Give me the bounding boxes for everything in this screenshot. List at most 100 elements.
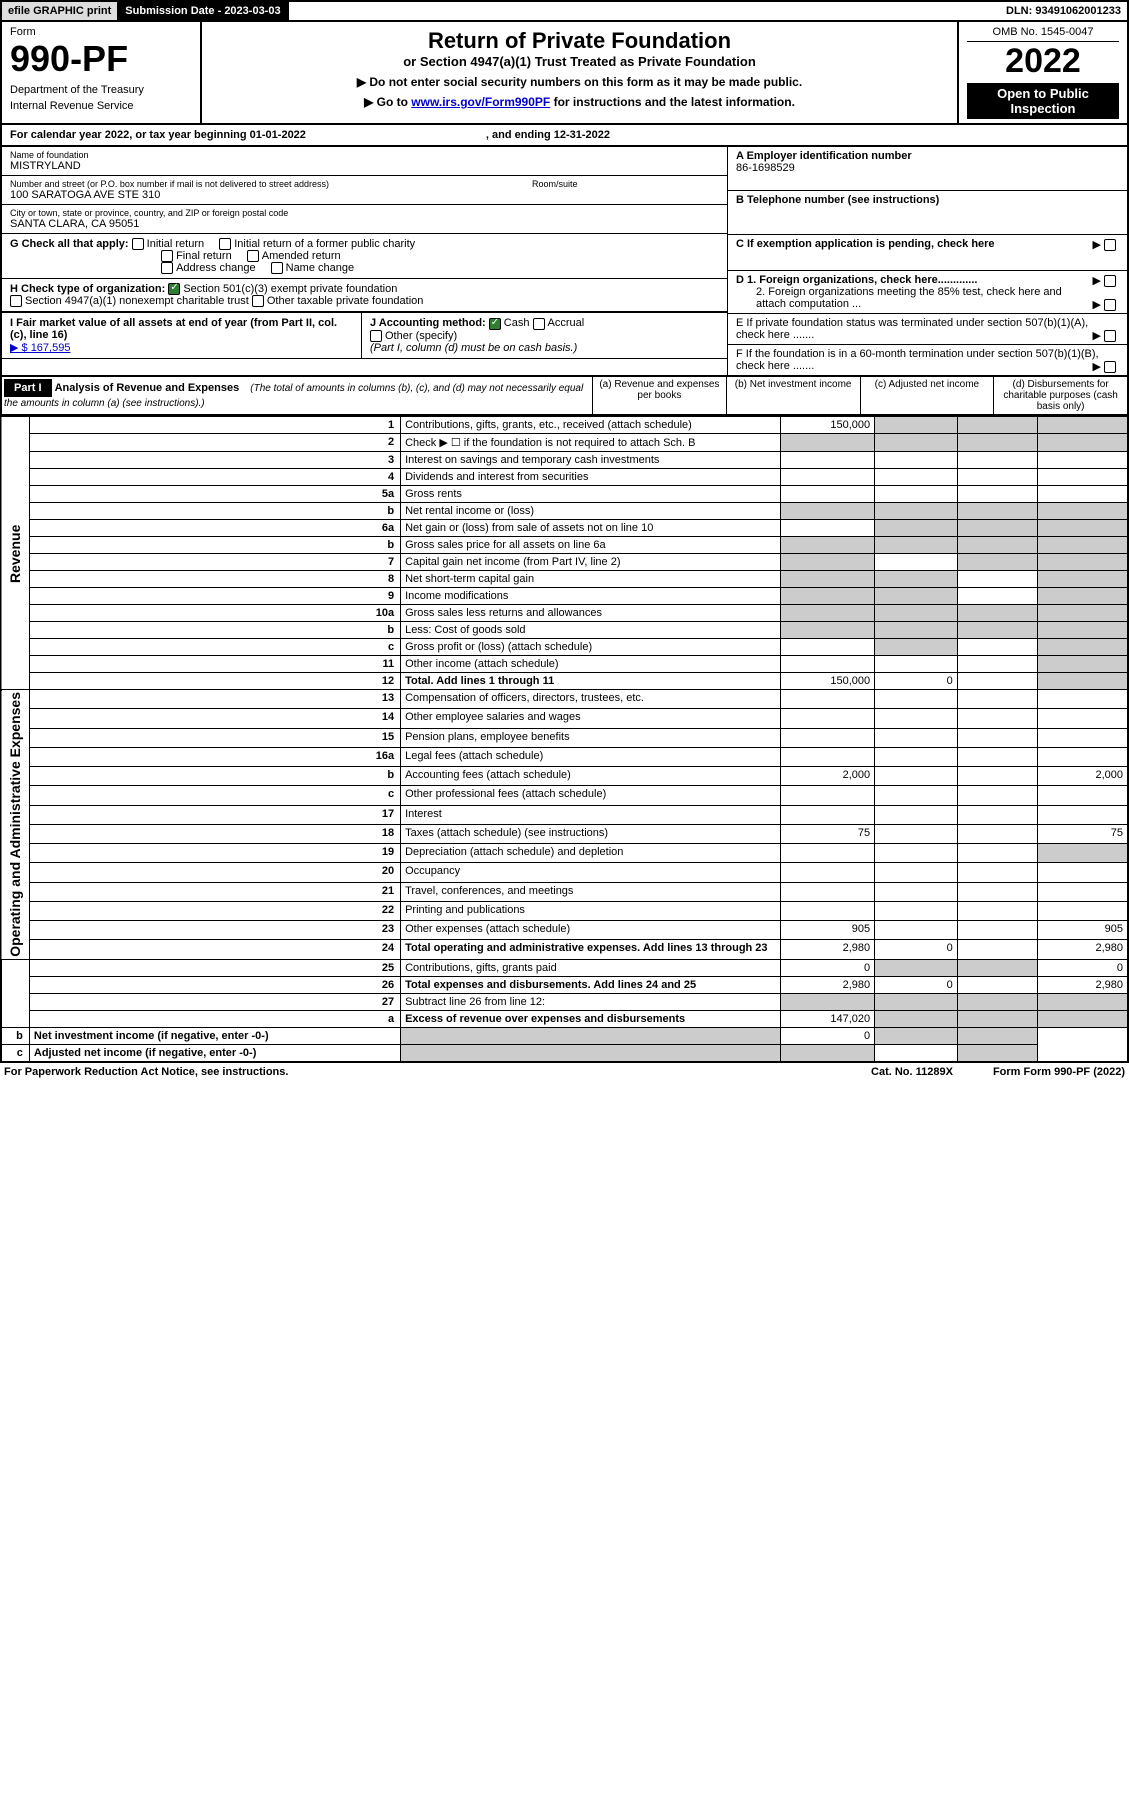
cell-value (780, 747, 875, 766)
room-label: Room/suite (532, 179, 578, 189)
cell-value (780, 554, 875, 571)
efile-label[interactable]: efile GRAPHIC print (2, 2, 119, 20)
j-cash[interactable]: Cash (489, 317, 530, 329)
f-checkbox[interactable] (1104, 361, 1116, 373)
cell-value (1038, 993, 1128, 1010)
g-name[interactable]: Name change (271, 262, 355, 274)
cell-value (401, 1044, 780, 1062)
h-501[interactable]: Section 501(c)(3) exempt private foundat… (168, 283, 397, 295)
cell-value (1038, 486, 1128, 503)
j-cell: J Accounting method: Cash Accrual Other … (362, 313, 727, 358)
blank-side (1, 959, 29, 1027)
table-row: 15Pension plans, employee benefits (1, 728, 1128, 747)
cell-value (780, 656, 875, 673)
table-row: 14Other employee salaries and wages (1, 709, 1128, 728)
irs: Internal Revenue Service (10, 100, 192, 112)
d1-checkbox[interactable] (1104, 275, 1116, 287)
i-value[interactable]: ▶ $ 167,595 (10, 342, 70, 354)
c-checkbox[interactable] (1104, 239, 1116, 251)
row-number: 26 (29, 976, 400, 993)
j-accrual[interactable]: Accrual (533, 317, 585, 329)
city: SANTA CLARA, CA 95051 (10, 218, 719, 230)
table-row: 4Dividends and interest from securities (1, 469, 1128, 486)
cell-value: 2,980 (1038, 976, 1128, 993)
cell-value (780, 709, 875, 728)
row-number: 22 (29, 901, 400, 920)
cell-value (957, 503, 1037, 520)
row-number: 27 (29, 993, 400, 1010)
row-number: b (29, 767, 400, 786)
g-final[interactable]: Final return (161, 250, 232, 262)
cell-value (780, 639, 875, 656)
h-4947[interactable]: Section 4947(a)(1) nonexempt charitable … (10, 295, 249, 307)
calendar-end: , and ending 12-31-2022 (486, 129, 610, 141)
cell-value (957, 767, 1037, 786)
h-other[interactable]: Other taxable private foundation (252, 295, 424, 307)
table-row: 2Check ▶ ☐ if the foundation is not requ… (1, 434, 1128, 452)
cell-value (957, 882, 1037, 901)
cell-value (875, 863, 958, 882)
cell-value (875, 824, 958, 843)
cell-value (957, 520, 1037, 537)
cell-value (1038, 605, 1128, 622)
cell-value (780, 571, 875, 588)
g-initial[interactable]: Initial return (132, 238, 204, 250)
row-number: 21 (29, 882, 400, 901)
cell-value (957, 588, 1037, 605)
form-label: Form (10, 26, 192, 38)
row-description: Excess of revenue over expenses and disb… (401, 1010, 780, 1027)
submission-date: Submission Date - 2023-03-03 (119, 2, 288, 20)
row-description: Subtract line 26 from line 12: (401, 993, 780, 1010)
cell-value (1038, 503, 1128, 520)
table-row: 6aNet gain or (loss) from sale of assets… (1, 520, 1128, 537)
row-number: 12 (29, 673, 400, 690)
row-description: Contributions, gifts, grants, etc., rece… (401, 417, 780, 434)
cell-value (875, 622, 958, 639)
row-number: c (29, 639, 400, 656)
cell-value (1038, 434, 1128, 452)
row-number: 19 (29, 844, 400, 863)
j-note: (Part I, column (d) must be on cash basi… (370, 342, 577, 354)
cell-value (875, 786, 958, 805)
cell-value (957, 844, 1037, 863)
cell-value (875, 844, 958, 863)
row-number: 20 (29, 863, 400, 882)
cell-value: 150,000 (780, 673, 875, 690)
g-amended[interactable]: Amended return (247, 250, 341, 262)
cell-value (875, 452, 958, 469)
g-address[interactable]: Address change (161, 262, 256, 274)
i-label: I Fair market value of all assets at end… (10, 317, 337, 341)
d2-checkbox[interactable] (1104, 299, 1116, 311)
cell-value (875, 571, 958, 588)
row-description: Printing and publications (401, 901, 780, 920)
row-number: 2 (29, 434, 400, 452)
cell-value: 75 (780, 824, 875, 843)
ein-cell: A Employer identification number 86-1698… (728, 147, 1127, 191)
row-description: Other expenses (attach schedule) (401, 921, 780, 940)
form-number: 990-PF (10, 38, 192, 80)
g-initial-former[interactable]: Initial return of a former public charit… (219, 238, 415, 250)
cell-value (1038, 537, 1128, 554)
cell-value: 0 (1038, 959, 1128, 976)
cell-value (875, 554, 958, 571)
cell-value (957, 709, 1037, 728)
form-link[interactable]: www.irs.gov/Form990PF (411, 95, 550, 109)
row-number: 10a (29, 605, 400, 622)
table-row: bLess: Cost of goods sold (1, 622, 1128, 639)
cell-value (875, 537, 958, 554)
table-row: 16aLegal fees (attach schedule) (1, 747, 1128, 766)
foundation-name: MISTRYLAND (10, 160, 719, 172)
table-row: bNet investment income (if negative, ent… (1, 1027, 1128, 1044)
instr2-post: for instructions and the latest informat… (550, 95, 795, 109)
table-row: 27Subtract line 26 from line 12: (1, 993, 1128, 1010)
row-number: 25 (29, 959, 400, 976)
instr2: ▶ Go to www.irs.gov/Form990PF for instru… (208, 95, 951, 109)
top-bar: efile GRAPHIC print Submission Date - 20… (0, 0, 1129, 22)
tax-year: 2022 (967, 42, 1119, 81)
j-other[interactable]: Other (specify) (370, 330, 457, 342)
cell-value (780, 901, 875, 920)
row-number: b (1, 1027, 29, 1044)
e-checkbox[interactable] (1104, 330, 1116, 342)
cell-value (957, 673, 1037, 690)
cell-value (780, 690, 875, 709)
